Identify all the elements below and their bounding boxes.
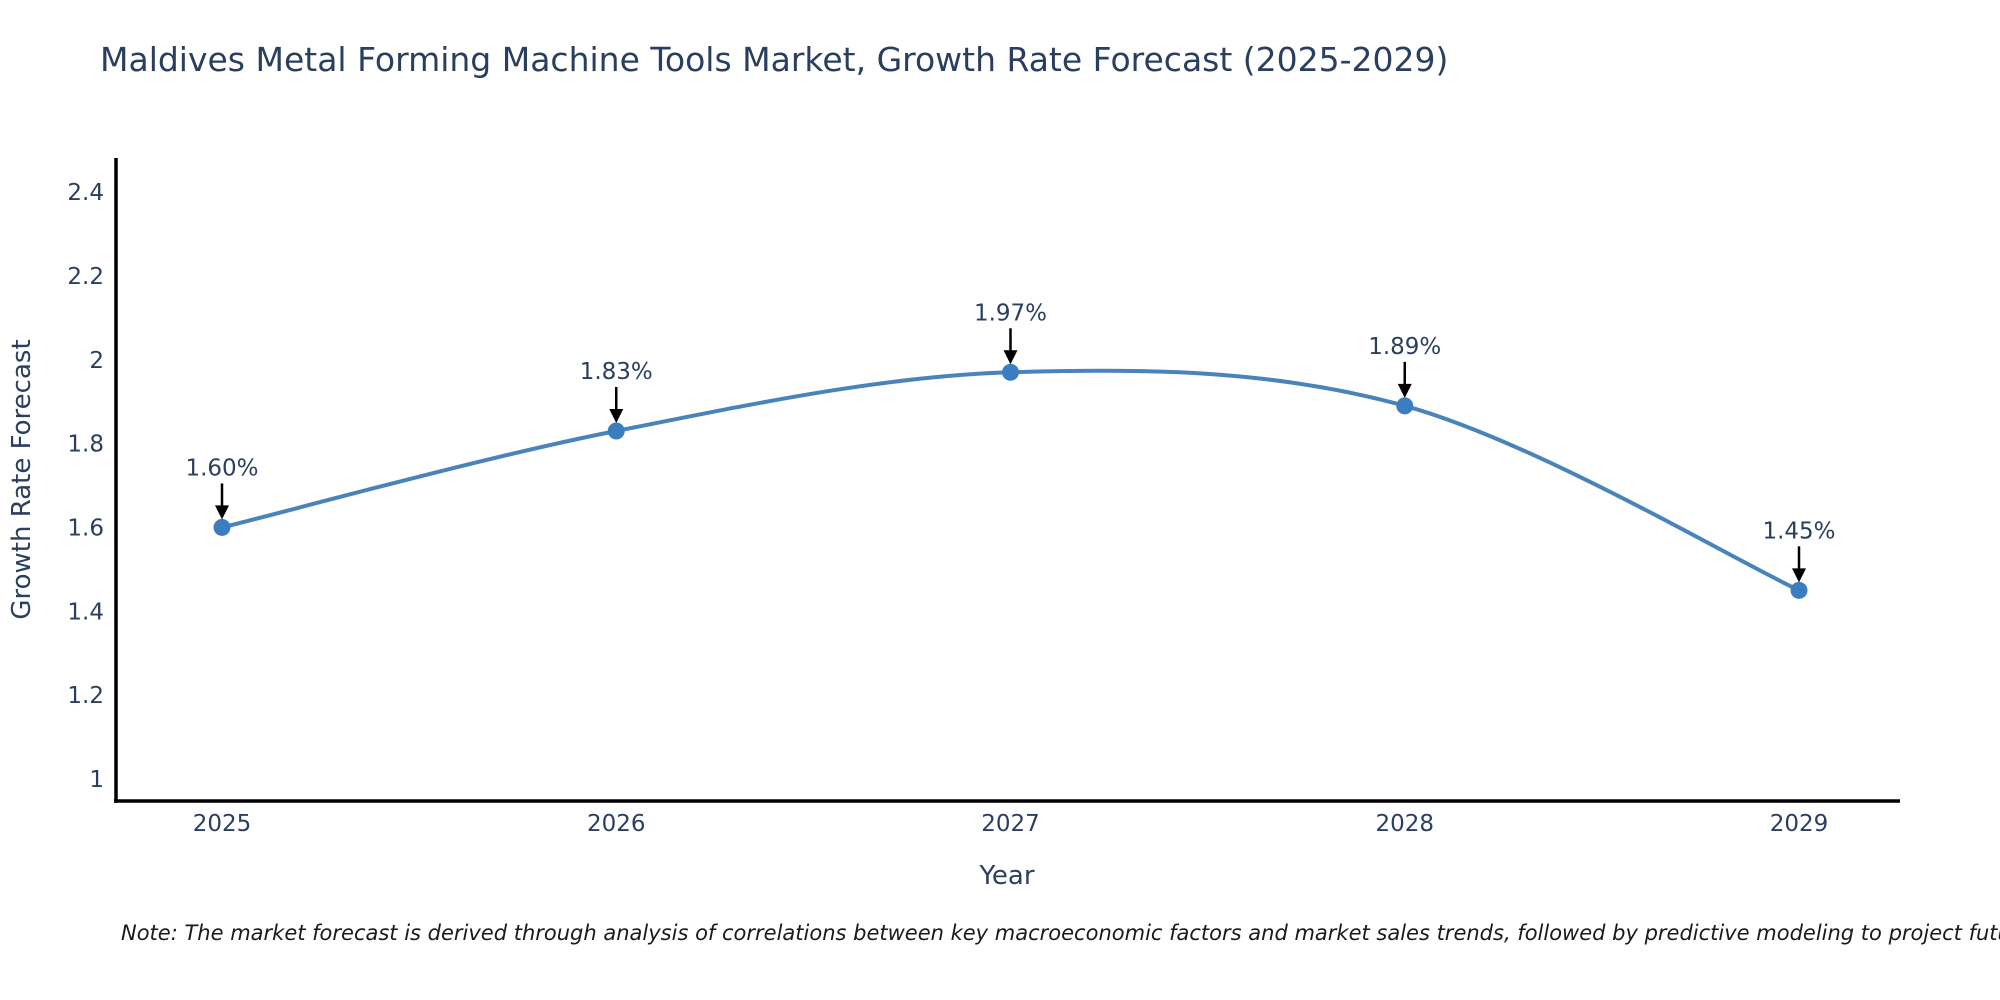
y-tick-label: 1.6 xyxy=(67,515,104,541)
data-point-marker xyxy=(1002,363,1019,381)
y-tick-label: 1.8 xyxy=(67,432,104,458)
x-tick-label: 2027 xyxy=(981,811,1040,837)
y-tick-label: 2 xyxy=(89,348,104,374)
annotation-label: 1.97% xyxy=(974,300,1047,326)
y-tick-label: 1 xyxy=(89,767,104,793)
y-tick-label: 1.4 xyxy=(67,599,104,625)
x-tick-label: 2028 xyxy=(1375,811,1434,837)
y-tick-label: 1.2 xyxy=(67,683,104,709)
x-tick-label: 2029 xyxy=(1770,811,1829,837)
data-point-marker xyxy=(1790,581,1808,599)
x-tick-label: 2026 xyxy=(587,811,646,837)
chart-title: Maldives Metal Forming Machine Tools Mar… xyxy=(100,40,1449,79)
annotation-label: 1.45% xyxy=(1762,518,1835,544)
annotation-arrowhead-icon xyxy=(1792,568,1806,583)
data-point-marker xyxy=(607,422,625,440)
annotation-arrowhead-icon xyxy=(609,408,624,423)
annotation-label: 1.60% xyxy=(185,455,258,481)
y-tick-label: 2.4 xyxy=(67,180,104,206)
x-axis-title: Year xyxy=(978,861,1034,891)
annotation-label: 1.89% xyxy=(1368,334,1441,360)
series-line xyxy=(220,368,1801,593)
annotation-arrowhead-icon xyxy=(1003,350,1018,365)
x-tick-label: 2025 xyxy=(193,811,252,837)
annotation-arrowhead-icon xyxy=(215,505,229,520)
data-point-marker xyxy=(1396,397,1414,415)
y-axis-title: Growth Rate Forecast xyxy=(7,339,37,619)
annotation-label: 1.83% xyxy=(580,359,653,385)
data-point-marker xyxy=(213,518,231,536)
y-tick-label: 2.2 xyxy=(67,264,104,290)
annotation-arrowhead-icon xyxy=(1397,383,1412,398)
chart-footnote: Note: The market forecast is derived thr… xyxy=(121,921,2000,945)
